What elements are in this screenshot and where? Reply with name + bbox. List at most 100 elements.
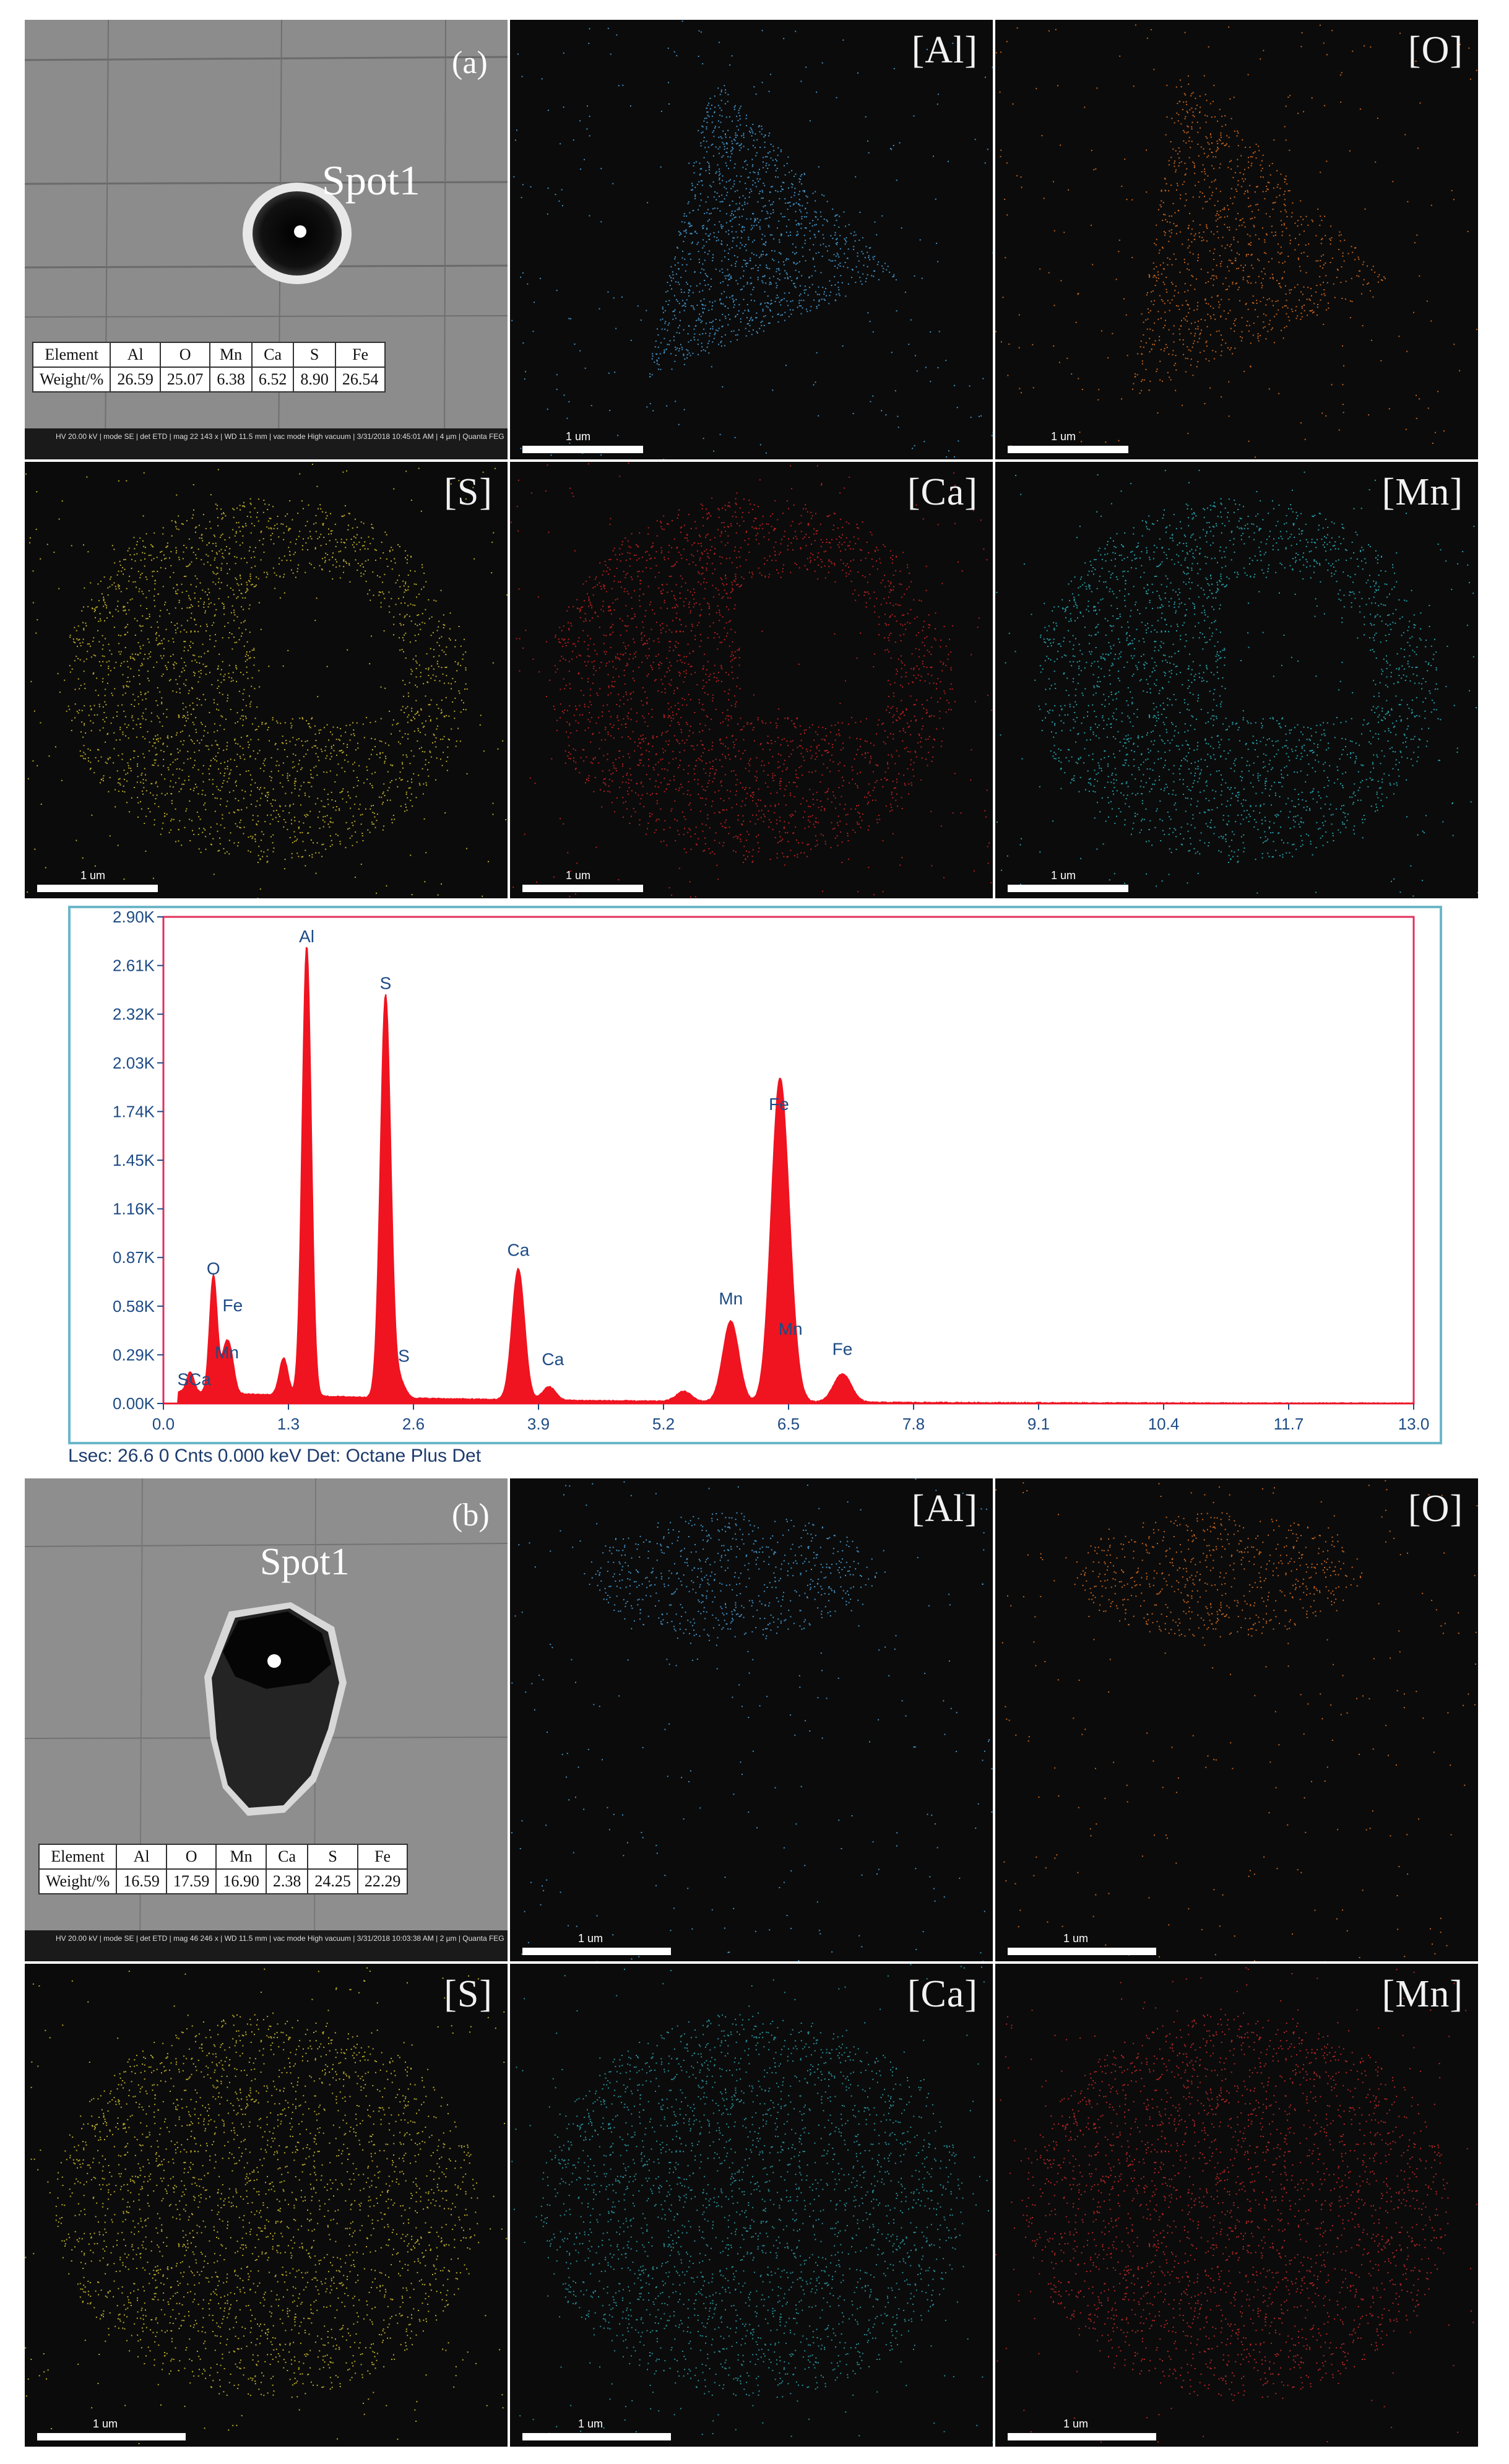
spectrum-footer: Lsec: 26.6 0 Cnts 0.000 keV Det: Octane … [68, 1446, 482, 1466]
peak-label: Fe [769, 1095, 789, 1114]
map-label: [Al] [911, 29, 978, 71]
table-cell: 22.29 [357, 1868, 409, 1894]
y-tick-label: 1.45K [113, 1151, 155, 1169]
peak-label: Fe [832, 1340, 853, 1359]
table-cell: 6.38 [209, 367, 253, 393]
sem-texture-a [25, 20, 508, 459]
table-cell: Mn [215, 1844, 267, 1870]
map-b-s: [S] 1 um [25, 1964, 508, 2447]
x-tick-label: 10.4 [1148, 1415, 1180, 1433]
table-cell: 8.90 [293, 367, 336, 393]
y-tick-label: 2.90K [113, 908, 155, 926]
table-cell: Ca [265, 1844, 309, 1870]
scalebar-label: 1 um [578, 1932, 603, 1945]
table-cell: Weight/% [38, 1868, 118, 1894]
element-signal [511, 1964, 993, 2443]
table-cell: 2.38 [265, 1868, 309, 1894]
table-cell: Mn [209, 342, 253, 368]
table-cell: Ca [251, 342, 295, 368]
peak-label: Mn [719, 1289, 743, 1308]
sem-info-bar-a: HV 20.00 kV | mode SE | det ETD | mag 22… [25, 428, 508, 459]
x-tick-label: 0.0 [152, 1415, 175, 1433]
table-cell: 6.52 [251, 367, 295, 393]
table-cell: S [307, 1844, 358, 1870]
element-signal [511, 462, 993, 898]
peak-label: S [380, 974, 392, 993]
table-row: Weight/% 26.59 25.07 6.38 6.52 8.90 26.5… [32, 367, 386, 393]
map-b-al: [Al] 1 um [510, 1478, 993, 1961]
map-a-o: [O] 1 um [995, 20, 1478, 459]
map-label: [Ca] [907, 471, 978, 513]
x-tick-label: 3.9 [527, 1415, 550, 1433]
table-cell: Element [32, 342, 111, 368]
scalebar [1008, 1948, 1156, 1955]
table-cell: Fe [357, 1844, 409, 1870]
map-dots [511, 462, 993, 898]
map-label: [S] [444, 1973, 493, 2015]
map-dots [25, 1967, 508, 2444]
map-a-mn: [Mn] 1 um [995, 462, 1478, 898]
x-tick-label: 2.6 [402, 1415, 425, 1433]
table-cell: 17.59 [165, 1868, 217, 1894]
peak-label: Mn [779, 1319, 803, 1338]
peak-label: Mn [215, 1343, 239, 1362]
element-signal [995, 24, 1477, 458]
table-cell: 26.54 [334, 367, 386, 393]
map-dots [511, 1964, 993, 2443]
y-tick-label: 0.00K [113, 1394, 155, 1413]
peak-label: SCa [177, 1369, 211, 1389]
map-label: [S] [444, 471, 493, 513]
composition-table-a: Element Al O Mn Ca S Fe Weight/% 26.59 2… [32, 342, 386, 393]
map-label: [O] [1407, 29, 1463, 71]
element-signal [25, 1967, 508, 2444]
scalebar-label: 1 um [578, 2418, 603, 2430]
map-label: [O] [1407, 1488, 1463, 1530]
element-signal [995, 1967, 1477, 2443]
scalebar-label: 1 um [566, 430, 591, 443]
composition-table-b: Element Al O Mn Ca S Fe Weight/% 16.59 1… [38, 1844, 409, 1894]
spot-label-a: Spot1 [322, 157, 420, 204]
element-signal [511, 20, 993, 459]
scalebar [522, 2433, 671, 2440]
peak-label: Ca [542, 1350, 564, 1369]
element-signal [511, 1478, 993, 1961]
map-dots [511, 20, 993, 459]
map-b-ca: [Ca] 1 um [510, 1964, 993, 2447]
panel-label-a: (a) [452, 45, 488, 80]
scalebar [1008, 2433, 1156, 2440]
x-tick-label: 13.0 [1398, 1415, 1430, 1433]
eds-spectrum-chart: 0.00K 0.29K 0.58K 0.87K 1.16K 1.45K 1.74K 2.03K… [113, 908, 1430, 1433]
scalebar [37, 2433, 186, 2440]
spot-marker-b [267, 1654, 281, 1668]
element-signal [25, 464, 508, 898]
map-dots [996, 469, 1478, 897]
x-tick-label: 6.5 [777, 1415, 800, 1433]
map-dots [511, 1478, 993, 1961]
scalebar [37, 885, 158, 892]
table-cell: 16.59 [116, 1868, 167, 1894]
map-label: [Mn] [1381, 1973, 1463, 2015]
x-tick-label: 11.7 [1274, 1415, 1304, 1433]
scalebar-label: 1 um [566, 869, 591, 882]
map-a-al: [Al] 1 um [510, 20, 993, 459]
scalebar-label: 1 um [93, 2418, 118, 2430]
table-cell: Al [110, 342, 161, 368]
map-label: [Mn] [1381, 471, 1463, 513]
eds-spectrum-frame: 0.00K 0.29K 0.58K 0.87K 1.16K 1.45K 1.74K 2.03K… [68, 906, 1442, 1444]
element-signal [995, 1480, 1478, 1961]
table-cell: S [293, 342, 336, 368]
scalebar [1008, 446, 1128, 453]
scalebar [1008, 885, 1128, 892]
scalebar [522, 446, 643, 453]
map-b-o: [O] 1 um [995, 1478, 1478, 1961]
scalebar-label: 1 um [1063, 2418, 1089, 2430]
map-b-mn: [Mn] 1 um [995, 1964, 1478, 2447]
map-label: [Al] [911, 1488, 978, 1530]
x-tick-label: 1.3 [277, 1415, 300, 1433]
table-header-row: Element Al O Mn Ca S Fe [32, 342, 386, 368]
peak-label: Ca [507, 1241, 529, 1260]
scalebar-label: 1 um [1051, 430, 1076, 443]
sem-info-bar-b: HV 20.00 kV | mode SE | det ETD | mag 46… [25, 1930, 508, 1961]
peak-label: S [398, 1346, 410, 1365]
sem-info-text-b: HV 20.00 kV | mode SE | det ETD | mag 46… [56, 1934, 504, 1943]
